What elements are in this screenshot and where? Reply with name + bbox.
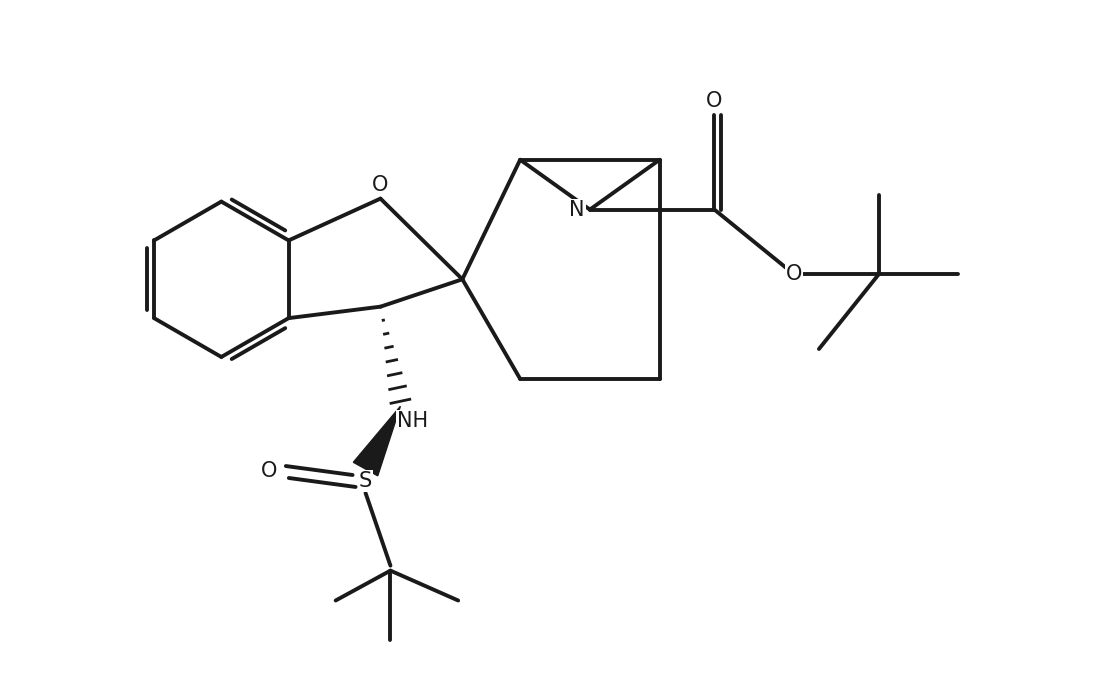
Text: N: N [570,199,585,219]
Text: NH: NH [397,411,428,431]
Text: S: S [359,471,372,491]
Text: O: O [261,461,277,481]
Polygon shape [353,406,400,476]
Text: O: O [372,175,389,194]
Text: O: O [706,91,723,111]
Text: O: O [786,264,803,284]
